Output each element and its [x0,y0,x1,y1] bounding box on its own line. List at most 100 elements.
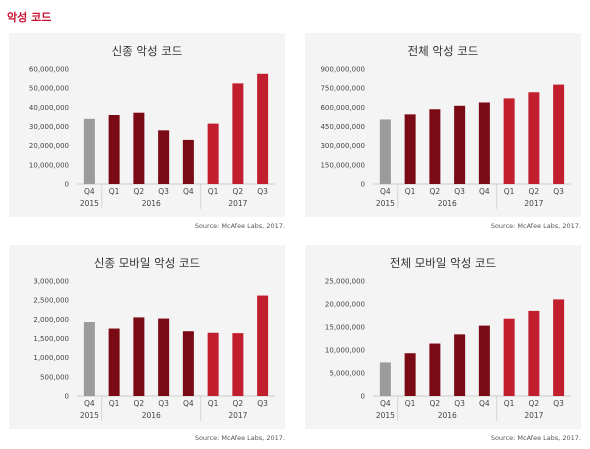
year-label: 2017 [524,199,543,208]
y-tick-label: 0 [65,181,69,189]
bar [207,123,219,184]
y-tick-label: 20,000,000 [325,301,365,309]
bar [528,92,540,184]
bar [83,118,95,184]
bar [207,332,219,396]
chart-panel-new-mobile-malware: 신종 모바일 악성 코드 0 500,000 1,000,000 1,500,000 2… [9,245,285,429]
chart-svg: 0 500,000 1,000,000 1,500,000 2,000,000 2,500… [33,278,275,421]
bar [553,84,565,184]
y-tick-label: 60,000,000 [29,66,69,74]
chart-title: 전체 모바일 악성 코드 [389,256,497,270]
y-tick-label: 5,000,000 [329,370,365,378]
x-tick-label: Q4 [84,399,95,408]
bar [379,119,391,184]
x-tick-label: Q3 [553,187,564,196]
chart-title: 신종 모바일 악성 코드 [93,256,201,270]
page-title: 악성 코드 [7,11,52,24]
y-tick-label: 1,500,000 [33,335,69,343]
y-tick-label: 150,000,000 [320,161,365,169]
x-tick-label: Q2 [529,399,540,408]
bar [232,333,244,396]
y-tick-label: 50,000,000 [29,85,69,93]
y-tick-label: 600,000,000 [320,104,365,112]
y-tick-label: 2,000,000 [33,316,69,324]
chart-panel-total-mobile-malware: 전체 모바일 악성 코드 0 5,000,000 10,000,000 15,000,… [305,245,581,429]
x-tick-label: Q3 [553,399,564,408]
x-tick-label: Q3 [158,399,169,408]
x-tick-label: Q1 [208,187,219,196]
y-tick-label: 300,000,000 [320,142,365,150]
x-tick-label: Q2 [134,187,145,196]
year-label: 2017 [228,199,247,208]
y-tick-label: 15,000,000 [325,324,365,332]
source-note: Source: McAfee Labs, 2017. [194,434,285,442]
x-tick-label: Q4 [380,399,391,408]
x-tick-label: Q4 [380,187,391,196]
bar [454,105,466,184]
x-tick-label: Q1 [109,187,120,196]
bar [108,328,120,396]
x-tick-label: Q1 [208,399,219,408]
bar [429,109,441,184]
x-tick-label: Q1 [109,399,120,408]
bar [379,362,391,396]
y-tick-label: 20,000,000 [29,142,69,150]
chart-panel-new-malware: 신종 악성 코드 0 10,000,000 20,000,000 30,000,000… [9,33,285,217]
x-tick-label: Q1 [504,399,515,408]
x-tick-label: Q2 [430,187,441,196]
x-tick-label: Q3 [158,187,169,196]
chart-panel-total-malware: 전체 악성 코드 0 150,000,000 300,000,000 450,000,… [305,33,581,217]
bar [503,318,515,396]
bar [503,98,515,184]
bar [158,130,170,184]
year-label: 2016 [142,411,161,420]
source-note: Source: McAfee Labs, 2017. [490,434,581,442]
source-note: Source: McAfee Labs, 2017. [490,222,581,230]
y-tick-label: 0 [361,181,365,189]
x-tick-label: Q1 [405,399,416,408]
x-tick-label: Q2 [134,399,145,408]
year-label: 2015 [80,411,99,420]
bar [454,334,466,396]
y-tick-label: 900,000,000 [320,66,365,74]
x-tick-label: Q2 [529,187,540,196]
bar [404,353,416,396]
y-tick-label: 30,000,000 [29,123,69,131]
bar [182,139,194,184]
bar [528,310,540,396]
bar [182,331,194,396]
x-tick-label: Q3 [257,399,268,408]
bar [133,317,145,396]
y-tick-label: 2,500,000 [33,297,69,305]
y-tick-label: 3,000,000 [33,278,69,286]
year-label: 2015 [80,199,99,208]
bar [478,325,490,396]
bar [133,112,145,184]
bar [83,322,95,396]
y-tick-label: 40,000,000 [29,104,69,112]
y-tick-label: 500,000 [40,373,69,381]
year-label: 2017 [524,411,543,420]
y-tick-label: 25,000,000 [325,278,365,286]
bar [257,73,269,184]
year-label: 2016 [438,199,457,208]
chart-svg: 0 5,000,000 10,000,000 15,000,000 20,000,000… [325,278,571,421]
x-tick-label: Q3 [454,187,465,196]
bar [158,318,170,396]
y-tick-label: 750,000,000 [320,85,365,93]
bar [404,114,416,184]
year-label: 2015 [376,411,395,420]
y-tick-label: 1,000,000 [33,354,69,362]
x-tick-label: Q4 [183,399,194,408]
x-tick-label: Q4 [479,399,490,408]
chart-svg: 0 10,000,000 20,000,000 30,000,000 40,000,00… [29,66,275,209]
year-label: 2016 [142,199,161,208]
y-tick-label: 450,000,000 [320,123,365,131]
chart-title: 신종 악성 코드 [111,44,183,58]
y-tick-label: 10,000,000 [29,161,69,169]
bar [257,295,269,396]
x-tick-label: Q3 [454,399,465,408]
bar [553,299,565,396]
source-note: Source: McAfee Labs, 2017. [194,222,285,230]
bar [478,102,490,184]
